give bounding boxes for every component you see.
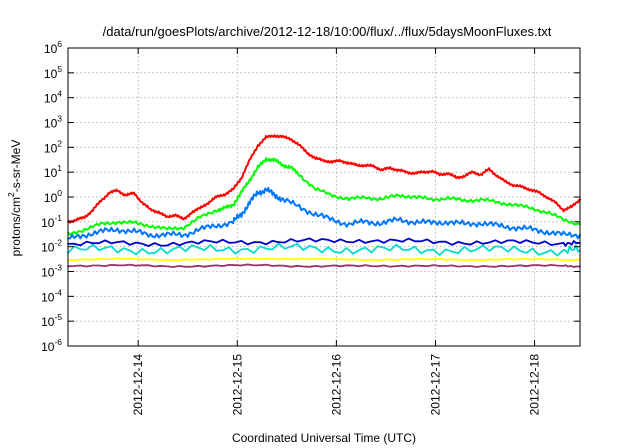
y-tick-exponent: -6 bbox=[54, 337, 62, 347]
y-tick-label: 106 bbox=[44, 39, 62, 56]
y-tick-exponent: -5 bbox=[54, 312, 62, 322]
y-tick-label: 10-4 bbox=[41, 287, 62, 304]
x-axis-label: Coordinated Universal Time (UTC) bbox=[232, 431, 416, 445]
y-tick-label: 104 bbox=[44, 89, 62, 106]
y-tick-label: 10-3 bbox=[41, 263, 62, 280]
y-tick-base: 10 bbox=[44, 67, 58, 81]
y-axis-label-text: protons/cm2-s-sr-MeV bbox=[6, 140, 23, 257]
y-tick-base: 10 bbox=[41, 315, 55, 329]
data-series bbox=[67, 134, 581, 269]
y-tick-exponent: -4 bbox=[54, 287, 62, 297]
y-tick-exponent: -3 bbox=[54, 263, 62, 273]
series-line-1 bbox=[67, 134, 581, 224]
chart-title: /data/run/goesPlots/archive/2012-12-18/1… bbox=[103, 24, 552, 39]
x-tick-label: 2012-12-17 bbox=[428, 354, 442, 416]
y-axis-label: protons/cm2-s-sr-MeV bbox=[6, 140, 23, 257]
grid-lines bbox=[68, 48, 580, 346]
y-tick-exponent: 1 bbox=[57, 163, 62, 173]
y-tick-exponent: 3 bbox=[57, 114, 62, 124]
series-line-3 bbox=[67, 186, 581, 240]
y-tick-label: 10-5 bbox=[41, 312, 62, 329]
series-line-2 bbox=[67, 157, 581, 236]
y-axis-label-prefix: protons/cm bbox=[9, 197, 23, 256]
series-line-5 bbox=[67, 237, 581, 247]
y-tick-label: 102 bbox=[44, 138, 62, 155]
series-line-7 bbox=[67, 263, 581, 269]
y-tick-base: 10 bbox=[41, 216, 55, 230]
y-tick-label: 103 bbox=[44, 114, 62, 131]
y-tick-exponent: 2 bbox=[57, 138, 62, 148]
y-tick-label: 10-2 bbox=[41, 238, 62, 255]
x-tick-label: 2012-12-16 bbox=[329, 354, 343, 416]
y-tick-exponent: 5 bbox=[57, 64, 62, 74]
y-tick-base: 10 bbox=[41, 241, 55, 255]
y-tick-exponent: 0 bbox=[57, 188, 62, 198]
y-tick-base: 10 bbox=[41, 340, 55, 354]
y-tick-exponent: 4 bbox=[57, 89, 62, 99]
y-axis-label-suffix: -s-sr-MeV bbox=[9, 140, 23, 193]
y-tick-base: 10 bbox=[44, 42, 58, 56]
x-tick-label: 2012-12-15 bbox=[230, 354, 244, 416]
y-tick-label: 100 bbox=[44, 188, 62, 205]
y-tick-base: 10 bbox=[44, 92, 58, 106]
y-tick-base: 10 bbox=[44, 141, 58, 155]
y-tick-base: 10 bbox=[41, 266, 55, 280]
axis-ticks: 10610510410310210110010-110-210-310-410-… bbox=[41, 39, 580, 415]
y-tick-base: 10 bbox=[44, 166, 58, 180]
y-tick-base: 10 bbox=[44, 191, 58, 205]
y-tick-label: 105 bbox=[44, 64, 62, 81]
y-axis-label-sup: 2 bbox=[6, 192, 16, 197]
y-tick-base: 10 bbox=[44, 117, 58, 131]
x-tick-label: 2012-12-14 bbox=[131, 354, 145, 416]
y-tick-base: 10 bbox=[41, 290, 55, 304]
y-tick-exponent: -2 bbox=[54, 238, 62, 248]
y-tick-label: 10-6 bbox=[41, 337, 62, 354]
series-line-4 bbox=[67, 242, 581, 257]
y-tick-exponent: 6 bbox=[57, 39, 62, 49]
y-tick-label: 101 bbox=[44, 163, 62, 180]
series-line-6 bbox=[67, 257, 581, 262]
y-tick-exponent: -1 bbox=[54, 213, 62, 223]
x-tick-label: 2012-12-18 bbox=[528, 354, 542, 416]
y-tick-label: 10-1 bbox=[41, 213, 62, 230]
